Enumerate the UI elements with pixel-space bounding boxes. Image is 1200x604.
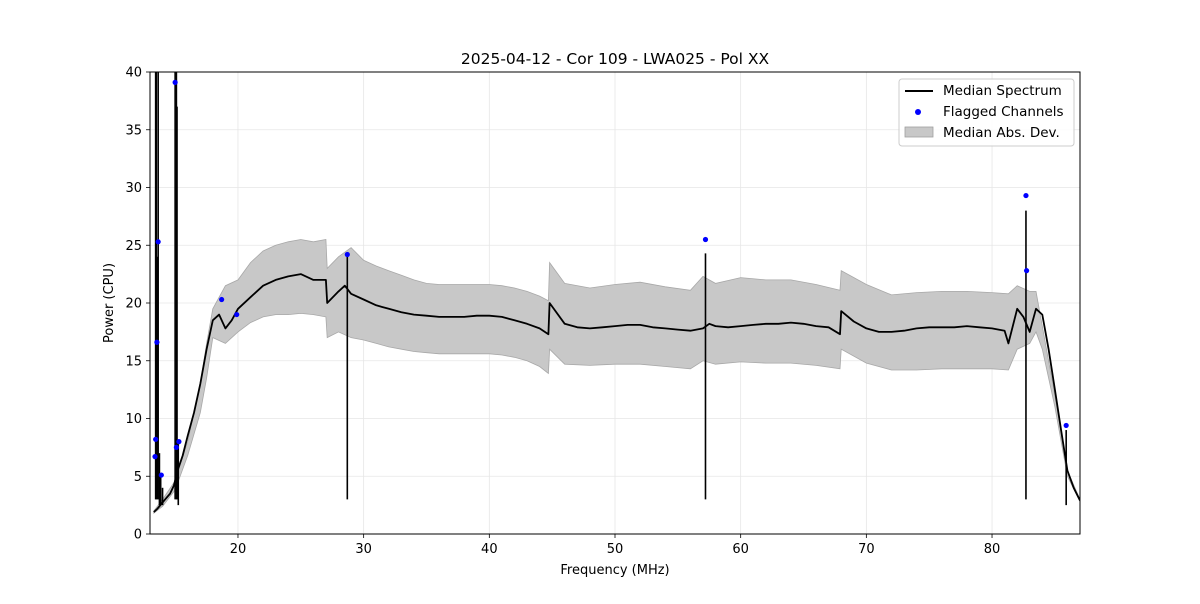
y-tick-label: 10 <box>125 412 142 427</box>
flagged-channel-point <box>153 436 159 442</box>
chart-title: 2025-04-12 - Cor 109 - LWA025 - Pol XX <box>461 50 770 68</box>
y-tick-label: 25 <box>125 239 142 254</box>
y-axis-label: Power (CPU) <box>102 263 117 343</box>
flagged-channel-point <box>176 439 182 445</box>
legend-box <box>898 78 1075 147</box>
y-tick-label: 35 <box>125 123 142 138</box>
legend-flagged-marker-swatch <box>915 109 921 115</box>
x-tick-label: 40 <box>481 542 498 557</box>
x-tick-label: 20 <box>230 542 247 557</box>
y-tick-label: 15 <box>125 354 142 369</box>
y-tick-label: 20 <box>125 297 142 312</box>
flagged-channel-point <box>173 444 179 450</box>
flagged-channel-point <box>219 296 225 303</box>
legend-mad-band-swatch <box>904 126 934 138</box>
x-tick-label: 50 <box>607 542 624 557</box>
flagged-channel-point <box>1023 192 1029 199</box>
x-tick-label: 80 <box>984 542 1001 557</box>
flagged-channel-point <box>152 454 158 460</box>
y-axis-ticks: 0 5 10 15 20 25 30 35 40 <box>125 66 150 543</box>
y-tick-label: 40 <box>125 66 142 81</box>
flagged-channel-point <box>1063 422 1069 429</box>
mad-band <box>153 239 1080 515</box>
x-tick-label: 30 <box>355 542 372 557</box>
flagged-channel-point <box>155 239 161 245</box>
x-axis-label: Frequency (MHz) <box>560 563 669 578</box>
flagged-channel-point <box>158 472 164 478</box>
legend: Median Spectrum Flagged Channels Median … <box>898 78 1075 147</box>
y-tick-label: 5 <box>134 470 142 485</box>
flagged-channel-point <box>234 311 240 318</box>
flagged-channels-group <box>152 79 1069 478</box>
mad-band-group <box>153 239 1080 515</box>
flagged-channel-point <box>1023 268 1030 274</box>
x-tick-label: 70 <box>858 542 875 557</box>
x-axis-ticks: 20 30 40 50 60 70 80 <box>230 534 1001 557</box>
x-tick-label: 60 <box>732 542 749 557</box>
y-tick-label: 30 <box>125 181 142 196</box>
flagged-channel-point <box>344 251 350 258</box>
legend-mad-label: Median Abs. Dev. <box>943 125 1060 141</box>
flagged-channel-point <box>702 236 709 243</box>
legend-flagged-label: Flagged Channels <box>943 104 1064 120</box>
y-tick-label: 0 <box>134 528 142 543</box>
legend-median-label: Median Spectrum <box>943 83 1062 99</box>
flagged-channel-point <box>154 339 160 345</box>
flagged-channel-point <box>172 79 178 85</box>
